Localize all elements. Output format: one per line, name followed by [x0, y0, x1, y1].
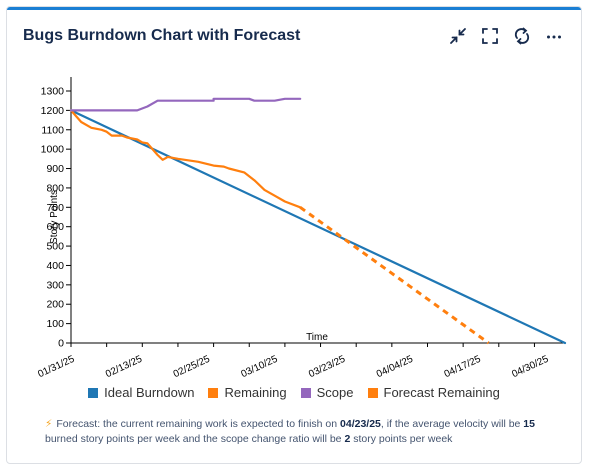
forecast-mid2: burned story points per week and the sco…	[45, 433, 342, 445]
y-tick-label: 800	[46, 182, 64, 194]
x-tick-label: 01/31/25	[36, 354, 76, 381]
x-axis-label: Time	[306, 332, 328, 343]
y-tick-label: 900	[46, 163, 64, 175]
y-tick-label: 100	[46, 318, 64, 330]
forecast-scope-ratio: 2	[344, 433, 351, 445]
legend-label: Forecast Remaining	[383, 385, 500, 400]
lightning-icon: ⚡	[45, 418, 53, 430]
legend-label: Ideal Burndown	[104, 385, 195, 400]
y-tick-label: 500	[46, 241, 64, 253]
y-tick-label: 700	[46, 202, 64, 214]
legend-item[interactable]: Forecast Remaining	[367, 385, 500, 400]
forecast-mid1: , if the average velocity will be	[380, 418, 521, 430]
series-line-2	[69, 97, 302, 112]
legend-swatch	[88, 387, 99, 398]
y-tick-label: 1300	[41, 86, 65, 98]
series-line-3	[299, 206, 490, 345]
x-tick-label: 04/30/25	[510, 354, 550, 381]
more-icon[interactable]	[545, 27, 563, 45]
forecast-suffix: story points per week	[353, 433, 453, 445]
forecast-note: ⚡ Forecast: the current remaining work is…	[45, 417, 565, 447]
y-tick-label: 200	[46, 299, 64, 311]
x-tick-label: 04/17/25	[443, 354, 483, 381]
widget-title: Bugs Burndown Chart with Forecast	[23, 27, 301, 44]
widget-toolbar	[449, 27, 563, 45]
y-tick-label: 1100	[41, 124, 64, 136]
fullscreen-icon[interactable]	[481, 27, 499, 45]
y-tick-label: 300	[46, 279, 64, 291]
legend-label: Remaining	[224, 385, 287, 400]
legend-swatch	[300, 387, 311, 398]
y-tick-label: 600	[46, 221, 64, 233]
collapse-icon[interactable]	[449, 27, 467, 45]
legend-swatch	[367, 387, 378, 398]
x-tick-label: 02/13/25	[104, 354, 144, 381]
forecast-prefix: Forecast: the current remaining work is …	[56, 418, 338, 430]
x-tick-label: 03/10/25	[239, 354, 279, 381]
y-axis-label: Story Points	[49, 190, 60, 244]
legend-item[interactable]: Remaining	[208, 385, 287, 400]
legend-item[interactable]: Scope	[300, 385, 354, 400]
y-tick-label: 1200	[41, 105, 65, 117]
widget-accent-bar	[7, 7, 581, 10]
y-tick-label: 400	[46, 260, 64, 272]
legend-swatch	[208, 387, 219, 398]
y-tick-label: 1000	[41, 144, 65, 156]
refresh-icon[interactable]	[513, 27, 531, 45]
x-tick-label: 03/23/25	[307, 354, 347, 381]
burndown-chart: 0 100 200 300 400 500 600 700 800 900 1000 1100 1200…	[36, 77, 567, 381]
forecast-finish-date: 04/23/25	[340, 418, 381, 430]
x-tick-label: 02/25/25	[172, 354, 212, 381]
burndown-widget: Bugs Burndown Chart with Forecast 0 100 20	[6, 6, 582, 464]
legend-label: Scope	[316, 385, 354, 400]
x-tick-label: 04/04/25	[375, 354, 415, 381]
forecast-velocity: 15	[523, 418, 535, 430]
y-tick-label: 0	[58, 338, 64, 350]
legend-item[interactable]: Ideal Burndown	[88, 385, 194, 400]
series-line-1	[69, 109, 302, 209]
chart-legend: Ideal Burndown Remaining Scope Forecast Rem…	[7, 385, 581, 400]
series-line-0	[69, 109, 567, 345]
